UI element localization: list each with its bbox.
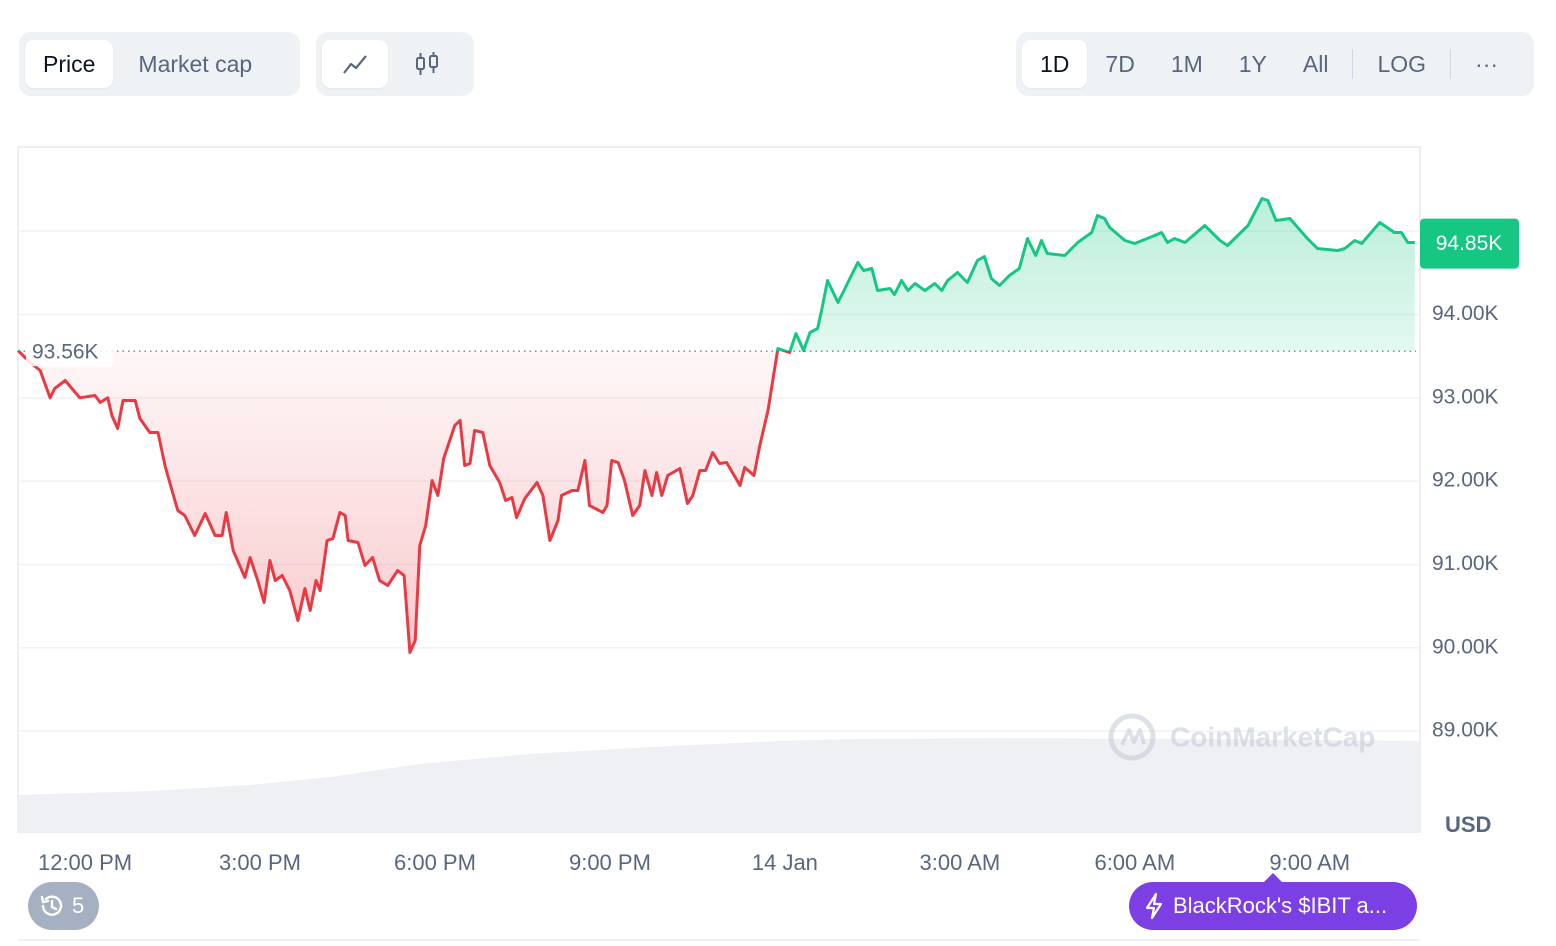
y-tick-label: 91.00K [1432,552,1499,575]
watermark-text: CoinMarketCap [1170,721,1375,752]
price-area [18,198,1415,653]
news-pointer [1263,873,1283,883]
x-tick-label: 6:00 AM [1094,850,1175,875]
range-button[interactable]: 7D [1105,50,1135,77]
range-button[interactable]: 1Y [1238,50,1267,77]
news-pill[interactable]: BlackRock's $IBIT a... [1129,882,1417,930]
history-count: 5 [72,893,85,918]
range-button[interactable]: 1M [1170,50,1203,77]
price-line [16,197,1415,654]
view-button[interactable]: Price [25,40,114,88]
candle-icon [416,52,438,75]
x-tick-label: 3:00 PM [219,850,301,875]
line-icon [343,55,367,74]
log-button[interactable]: LOG [1377,50,1427,77]
range-toggle: 1D 7D 1M 1Y All LOG ··· [1016,32,1534,96]
y-unit: USD [1445,812,1491,837]
plot: 93.56K 94.85K [16,197,1519,654]
y-tick-label: 92.00K [1432,469,1499,492]
news-text: BlackRock's $IBIT a... [1173,893,1388,918]
last-price-badge [1420,218,1519,269]
range-button[interactable]: 1D [1022,40,1088,88]
x-tick-label: 3:00 AM [920,850,1001,875]
last-price-label: 94.85K [1436,232,1503,255]
y-tick-label: 89.00K [1432,719,1499,742]
candle-style-button[interactable] [388,40,466,88]
history-badge[interactable]: 5 [28,882,99,930]
reference-label-bg [26,336,114,367]
volume-area [18,738,1420,832]
reference-label: 93.56K [32,341,99,364]
y-tick-label: 93.00K [1432,385,1499,408]
line-style-button[interactable] [322,40,388,88]
separator [1352,49,1354,79]
more-button[interactable]: ··· [1475,50,1499,77]
history-icon [40,895,63,916]
y-tick-label: 90.00K [1432,635,1499,658]
separator [1450,49,1452,79]
range-button[interactable]: All [1302,50,1329,77]
x-tick-label: 9:00 AM [1269,850,1350,875]
view-button[interactable]: Market cap [138,50,253,77]
lightning-icon [1145,892,1163,920]
x-tick-label: 6:00 PM [394,850,476,875]
view-toggle: Price Market cap [19,32,300,96]
x-tick-label: 9:00 PM [569,850,651,875]
x-tick-label: 12:00 PM [38,850,132,875]
watermark: CoinMarketCap [1108,713,1375,761]
y-tick-label: 94.00K [1432,302,1499,325]
x-tick-label: 14 Jan [752,850,818,875]
chart-style-toggle [316,32,474,96]
